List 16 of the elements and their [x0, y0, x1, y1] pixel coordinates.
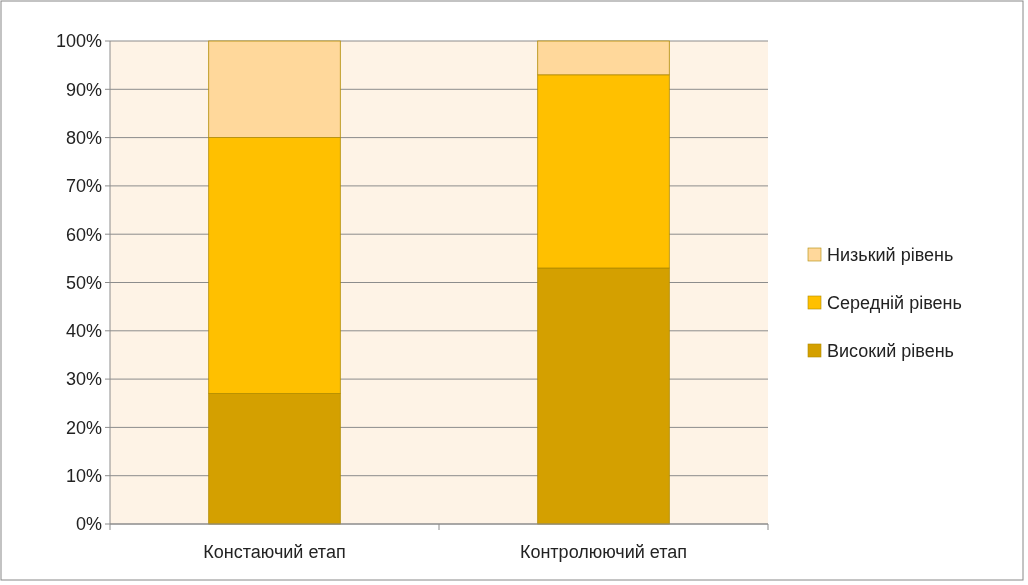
y-tick-label: 0%	[75, 514, 102, 535]
legend-label: Середній рівень	[827, 293, 962, 314]
x-tick-label: Констаючий етап	[203, 542, 346, 562]
y-tick-label: 70%	[65, 176, 102, 197]
y-tick-label: 90%	[65, 79, 102, 100]
y-tick-label: 30%	[65, 369, 102, 390]
legend-label: Низький рівень	[827, 245, 954, 266]
y-tick-label: 50%	[65, 272, 102, 293]
y-tick-label: 60%	[65, 224, 102, 245]
y-tick-label: 20%	[65, 417, 102, 438]
y-tick-label: 10%	[65, 466, 102, 486]
legend-label: Високий рівень	[827, 341, 954, 362]
y-tick-label: 80%	[65, 127, 102, 148]
y-tick-label: 100%	[55, 31, 102, 52]
x-tick-label: Контролюючий етап	[519, 542, 688, 562]
y-tick-label: 40%	[65, 321, 102, 342]
